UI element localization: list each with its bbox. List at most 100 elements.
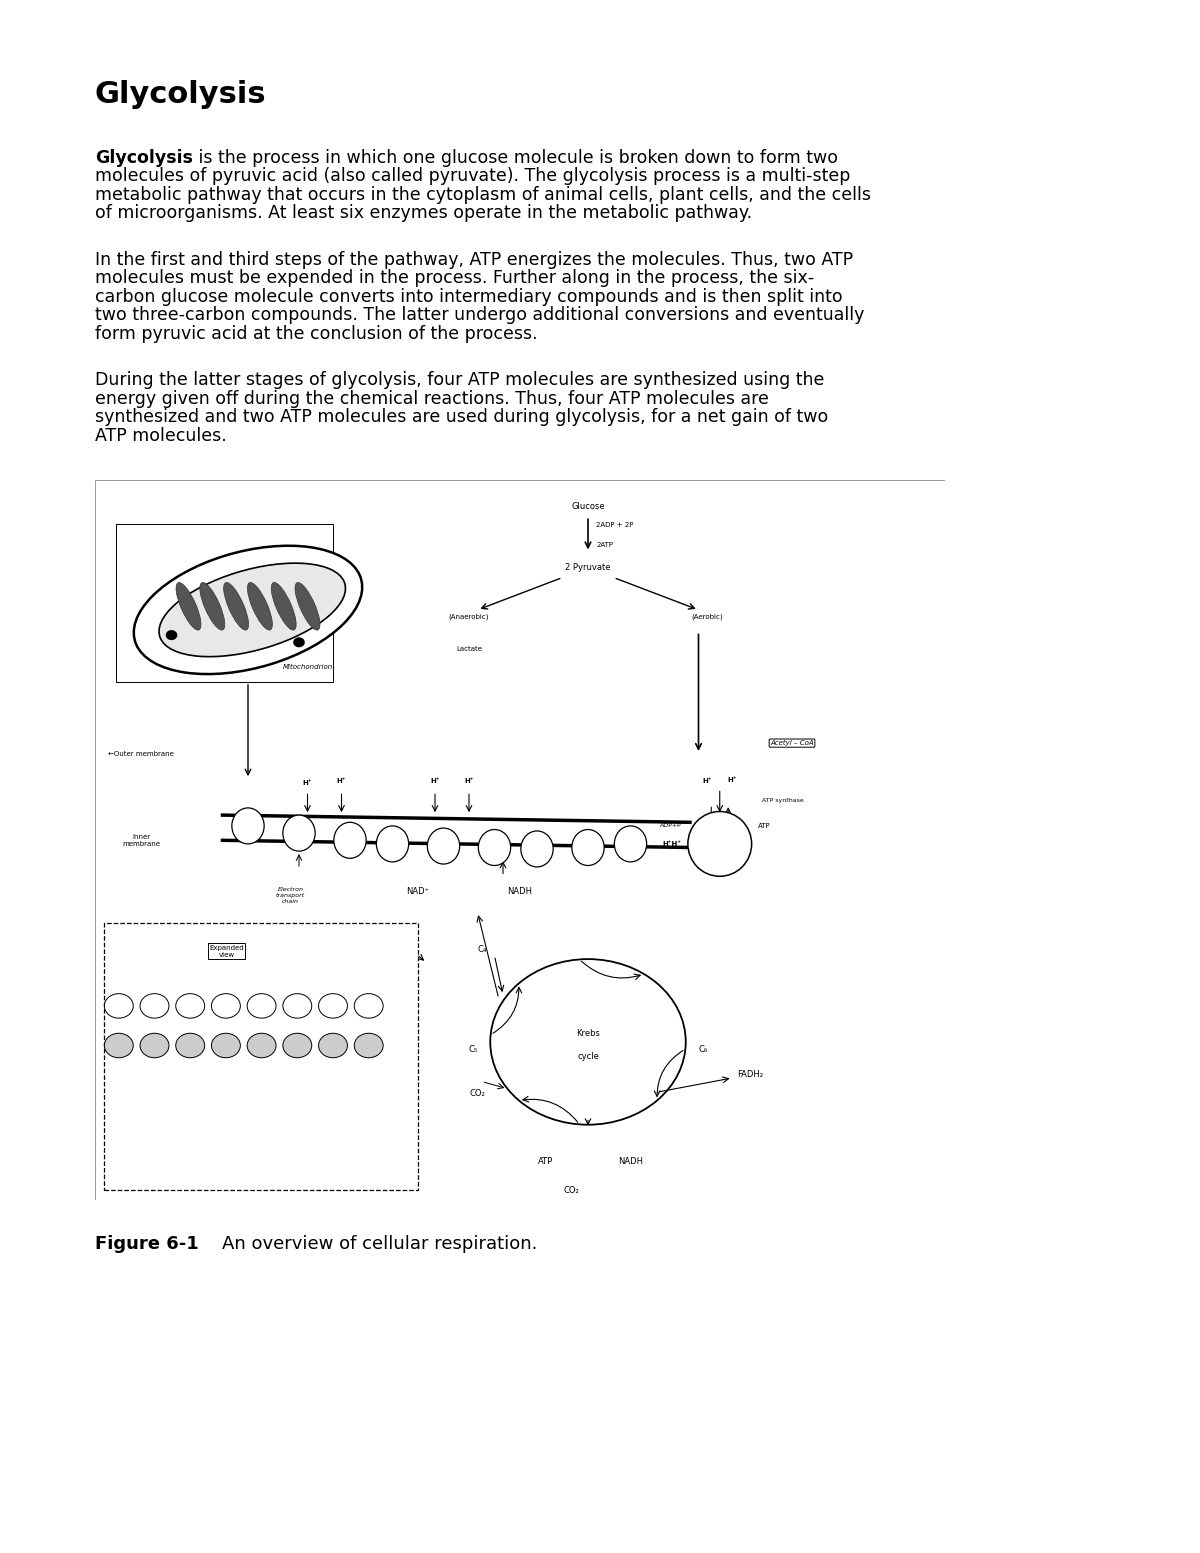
Text: CO₂: CO₂ bbox=[563, 1186, 578, 1194]
Text: C₄: C₄ bbox=[478, 944, 486, 954]
Circle shape bbox=[140, 1033, 169, 1058]
Text: molecules must be expended in the process. Further along in the process, the six: molecules must be expended in the proces… bbox=[95, 269, 814, 287]
Text: C₆: C₆ bbox=[698, 1045, 707, 1053]
Text: H⁺: H⁺ bbox=[337, 778, 347, 784]
Text: Krebs: Krebs bbox=[576, 1028, 600, 1037]
Circle shape bbox=[167, 631, 176, 640]
Text: H⁺: H⁺ bbox=[464, 778, 474, 784]
Text: NADH: NADH bbox=[508, 887, 533, 896]
Text: e⁻: e⁻ bbox=[210, 1048, 217, 1053]
Circle shape bbox=[247, 1033, 276, 1058]
Circle shape bbox=[294, 638, 304, 646]
Text: In the first and third steps of the pathway, ATP energizes the molecules. Thus, : In the first and third steps of the path… bbox=[95, 250, 853, 269]
Text: carbon glucose molecule converts into intermediary compounds and is then split i: carbon glucose molecule converts into in… bbox=[95, 287, 842, 306]
Ellipse shape bbox=[614, 826, 647, 862]
Text: (High
energy): (High energy) bbox=[125, 1086, 150, 1096]
Text: NADH: NADH bbox=[618, 1157, 643, 1166]
Text: ATP molecules.: ATP molecules. bbox=[95, 427, 227, 444]
Text: energy given off during the chemical reactions. Thus, four ATP molecules are: energy given off during the chemical rea… bbox=[95, 390, 769, 408]
Ellipse shape bbox=[479, 829, 511, 865]
Text: H⁺: H⁺ bbox=[302, 780, 312, 786]
Ellipse shape bbox=[572, 829, 604, 865]
Bar bbox=[103, 922, 418, 1190]
Ellipse shape bbox=[223, 582, 248, 631]
Text: H₂O: H₂O bbox=[240, 1160, 256, 1169]
Ellipse shape bbox=[176, 582, 200, 631]
Ellipse shape bbox=[247, 582, 272, 631]
Text: H⁺: H⁺ bbox=[150, 963, 158, 968]
Circle shape bbox=[211, 994, 240, 1019]
Text: ATP synthase: ATP synthase bbox=[762, 798, 804, 803]
Bar bbox=[116, 523, 334, 682]
Ellipse shape bbox=[283, 815, 316, 851]
Text: Glucose: Glucose bbox=[571, 502, 605, 511]
Text: metabolic pathway that occurs in the cytoplasm of animal cells, plant cells, and: metabolic pathway that occurs in the cyt… bbox=[95, 186, 871, 203]
Text: NADH: NADH bbox=[107, 1160, 131, 1169]
Circle shape bbox=[318, 1033, 348, 1058]
Text: Glycolysis: Glycolysis bbox=[95, 149, 193, 166]
Text: An overview of cellular respiration.: An overview of cellular respiration. bbox=[199, 1235, 538, 1253]
Text: C₅: C₅ bbox=[469, 1045, 478, 1053]
Text: is the process in which one glucose molecule is broken down to form two: is the process in which one glucose mole… bbox=[193, 149, 838, 166]
Text: Oxygen atom: Oxygen atom bbox=[227, 1070, 269, 1076]
Text: 2ATP: 2ATP bbox=[596, 542, 613, 548]
Text: 2H⁺: 2H⁺ bbox=[241, 1107, 254, 1112]
Ellipse shape bbox=[334, 822, 366, 859]
Text: molecules of pyruvic acid (also called pyruvate). The glycolysis process is a mu: molecules of pyruvic acid (also called p… bbox=[95, 168, 851, 185]
Circle shape bbox=[211, 1033, 240, 1058]
Text: FADH₂: FADH₂ bbox=[737, 1070, 763, 1079]
Text: Acetyl – CoA: Acetyl – CoA bbox=[770, 741, 814, 745]
Text: H⁺: H⁺ bbox=[727, 776, 737, 783]
Ellipse shape bbox=[521, 831, 553, 867]
Text: H⁺: H⁺ bbox=[114, 963, 124, 968]
Text: (Anaerobic): (Anaerobic) bbox=[449, 613, 490, 620]
Circle shape bbox=[354, 994, 383, 1019]
Ellipse shape bbox=[295, 582, 320, 631]
Text: H⁺: H⁺ bbox=[702, 778, 712, 784]
Text: CO₂: CO₂ bbox=[469, 1089, 485, 1098]
Text: ATP: ATP bbox=[538, 1157, 553, 1166]
Text: Electron
transport
chain: Electron transport chain bbox=[276, 887, 305, 904]
Text: +: + bbox=[245, 1087, 251, 1092]
Text: form pyruvic acid at the conclusion of the process.: form pyruvic acid at the conclusion of t… bbox=[95, 325, 538, 343]
Text: of microorganisms. At least six enzymes operate in the metabolic pathway.: of microorganisms. At least six enzymes … bbox=[95, 205, 752, 222]
Ellipse shape bbox=[271, 582, 296, 631]
Circle shape bbox=[318, 994, 348, 1019]
Circle shape bbox=[283, 1033, 312, 1058]
Circle shape bbox=[175, 1033, 205, 1058]
Circle shape bbox=[140, 994, 169, 1019]
Text: Expanded
view: Expanded view bbox=[210, 944, 244, 958]
Text: (Low energy): (Low energy) bbox=[228, 1039, 269, 1044]
Text: synthesized and two ATP molecules are used during glycolysis, for a net gain of : synthesized and two ATP molecules are us… bbox=[95, 408, 828, 427]
Ellipse shape bbox=[427, 828, 460, 863]
Circle shape bbox=[354, 1033, 383, 1058]
Text: Glycolysis: Glycolysis bbox=[95, 81, 266, 109]
Text: H⁺: H⁺ bbox=[431, 778, 439, 784]
Text: 2ADP + 2P: 2ADP + 2P bbox=[596, 522, 634, 528]
Text: Mitochondrion: Mitochondrion bbox=[282, 663, 332, 669]
Text: two three-carbon compounds. The latter undergo additional conversions and eventu: two three-carbon compounds. The latter u… bbox=[95, 306, 864, 325]
Text: 2 Pyruvate: 2 Pyruvate bbox=[565, 564, 611, 572]
Circle shape bbox=[104, 1033, 133, 1058]
Circle shape bbox=[247, 994, 276, 1019]
Text: Inner
membrane: Inner membrane bbox=[122, 834, 161, 846]
Text: During the latter stages of glycolysis, four ATP molecules are synthesized using: During the latter stages of glycolysis, … bbox=[95, 371, 824, 390]
Text: ATP: ATP bbox=[758, 823, 770, 829]
Text: NAD⁺: NAD⁺ bbox=[173, 1160, 196, 1169]
Ellipse shape bbox=[232, 808, 264, 843]
Text: ←Outer membrane: ←Outer membrane bbox=[108, 752, 174, 756]
Ellipse shape bbox=[160, 564, 346, 657]
Text: (Aerobic): (Aerobic) bbox=[691, 613, 722, 620]
Text: H⁺H⁺: H⁺H⁺ bbox=[662, 840, 682, 846]
Circle shape bbox=[175, 994, 205, 1019]
Text: H⁺H⁺: H⁺H⁺ bbox=[128, 1106, 148, 1112]
Text: NAD⁺: NAD⁺ bbox=[407, 887, 430, 896]
Text: cycle: cycle bbox=[577, 1051, 599, 1061]
Ellipse shape bbox=[200, 582, 224, 631]
Text: Figure 6-1: Figure 6-1 bbox=[95, 1235, 199, 1253]
Circle shape bbox=[104, 994, 133, 1019]
Text: ADP+P: ADP+P bbox=[660, 823, 682, 828]
Text: CO₂: CO₂ bbox=[385, 933, 401, 943]
Ellipse shape bbox=[133, 545, 362, 674]
Circle shape bbox=[283, 994, 312, 1019]
